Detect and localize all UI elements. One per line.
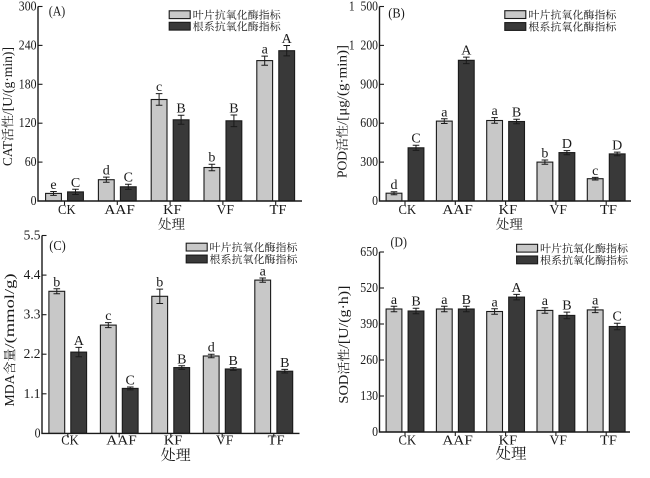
svg-text:/(mmol/g): /(mmol/g) xyxy=(2,274,17,349)
svg-text:300: 300 xyxy=(19,0,37,14)
svg-text:1.1: 1.1 xyxy=(24,386,41,401)
svg-text:TF: TF xyxy=(600,203,617,218)
svg-text:0: 0 xyxy=(372,193,378,208)
svg-text:B: B xyxy=(411,295,420,310)
svg-text:1 200: 1 200 xyxy=(349,37,378,52)
svg-text:c: c xyxy=(592,164,598,179)
svg-text:b: b xyxy=(208,151,215,166)
svg-text:(D): (D) xyxy=(390,234,407,249)
svg-text:600: 600 xyxy=(360,115,378,130)
svg-text:a: a xyxy=(441,105,448,120)
svg-text:KF: KF xyxy=(499,433,518,448)
svg-text:C: C xyxy=(126,374,135,389)
svg-text:B: B xyxy=(280,356,289,371)
svg-text:C: C xyxy=(71,176,80,191)
svg-text:130: 130 xyxy=(360,388,378,403)
svg-text:CK: CK xyxy=(399,433,417,448)
svg-text:/[U/(g·h)]: /[U/(g·h)] xyxy=(336,286,351,349)
svg-text:3.3: 3.3 xyxy=(24,307,41,322)
svg-text:a: a xyxy=(262,43,269,58)
svg-text:a: a xyxy=(441,293,448,308)
svg-text:D: D xyxy=(612,139,622,154)
svg-text:c: c xyxy=(105,309,111,324)
svg-text:MDA: MDA xyxy=(2,374,17,406)
svg-text:120: 120 xyxy=(19,115,37,130)
svg-text:KF: KF xyxy=(164,433,183,448)
svg-text:d: d xyxy=(103,164,110,179)
svg-text:B: B xyxy=(462,293,471,308)
svg-text:D: D xyxy=(562,137,572,152)
svg-text:B: B xyxy=(512,106,521,121)
svg-text:SOD: SOD xyxy=(336,374,351,403)
svg-text:a: a xyxy=(542,294,549,309)
svg-text:(B): (B) xyxy=(388,6,405,21)
svg-text:a: a xyxy=(491,295,498,310)
svg-text:A: A xyxy=(282,32,293,47)
svg-text:C: C xyxy=(613,310,622,325)
svg-text:AAF: AAF xyxy=(106,433,137,448)
svg-text:180: 180 xyxy=(19,76,37,91)
svg-text:520: 520 xyxy=(360,280,378,295)
svg-text:VF: VF xyxy=(216,203,234,218)
svg-text:/[U/(g·min)]: /[U/(g·min)] xyxy=(0,47,15,115)
svg-text:(A): (A) xyxy=(49,4,66,19)
svg-text:2.2: 2.2 xyxy=(24,346,41,361)
svg-text:C: C xyxy=(411,132,420,147)
svg-text:AAF: AAF xyxy=(104,203,135,218)
svg-text:A: A xyxy=(461,44,472,59)
svg-text:B: B xyxy=(176,102,185,117)
svg-text:CK: CK xyxy=(58,203,76,218)
svg-text:a: a xyxy=(491,104,498,119)
svg-text:d: d xyxy=(208,341,215,356)
svg-text:0: 0 xyxy=(35,425,41,440)
svg-text:CK: CK xyxy=(61,433,79,448)
svg-text:AAF: AAF xyxy=(442,203,473,218)
svg-text:b: b xyxy=(53,275,60,290)
svg-text:KF: KF xyxy=(163,203,182,218)
svg-text:b: b xyxy=(156,276,163,291)
svg-text:TF: TF xyxy=(270,203,287,218)
svg-text:/[μg/(g·min)]: /[μg/(g·min)] xyxy=(335,45,350,125)
svg-text:a: a xyxy=(260,265,267,280)
svg-text:POD: POD xyxy=(335,151,350,178)
svg-text:TF: TF xyxy=(600,433,617,448)
svg-text:A: A xyxy=(512,281,523,296)
svg-text:KF: KF xyxy=(499,203,518,218)
svg-text:C: C xyxy=(124,171,133,186)
svg-text:A: A xyxy=(74,334,85,349)
svg-text:e: e xyxy=(50,178,56,193)
svg-text:(C): (C) xyxy=(49,238,66,253)
svg-text:900: 900 xyxy=(360,76,378,91)
svg-text:B: B xyxy=(229,102,238,117)
svg-text:390: 390 xyxy=(360,316,378,331)
svg-text:VF: VF xyxy=(549,203,567,218)
svg-text:a: a xyxy=(592,294,599,309)
svg-text:a: a xyxy=(391,293,398,308)
svg-text:60: 60 xyxy=(25,154,37,169)
svg-text:B: B xyxy=(562,299,571,314)
svg-text:d: d xyxy=(391,178,398,193)
svg-text:b: b xyxy=(541,147,548,162)
svg-text:4.4: 4.4 xyxy=(24,267,41,282)
svg-text:0: 0 xyxy=(31,193,37,208)
svg-text:240: 240 xyxy=(19,37,37,52)
svg-text:650: 650 xyxy=(360,244,378,259)
svg-text:0: 0 xyxy=(372,424,378,439)
svg-text:VF: VF xyxy=(216,433,234,448)
svg-text:CK: CK xyxy=(399,203,417,218)
svg-text:TF: TF xyxy=(268,433,285,448)
svg-text:CAT: CAT xyxy=(0,140,15,166)
svg-text:5.5: 5.5 xyxy=(24,228,41,243)
svg-text:B: B xyxy=(177,352,186,367)
svg-text:260: 260 xyxy=(360,352,378,367)
svg-text:300: 300 xyxy=(360,154,378,169)
svg-text:AAF: AAF xyxy=(442,433,473,448)
svg-text:c: c xyxy=(156,80,162,95)
svg-text:VF: VF xyxy=(549,433,567,448)
svg-text:1 500: 1 500 xyxy=(349,0,378,14)
svg-text:B: B xyxy=(229,354,238,369)
